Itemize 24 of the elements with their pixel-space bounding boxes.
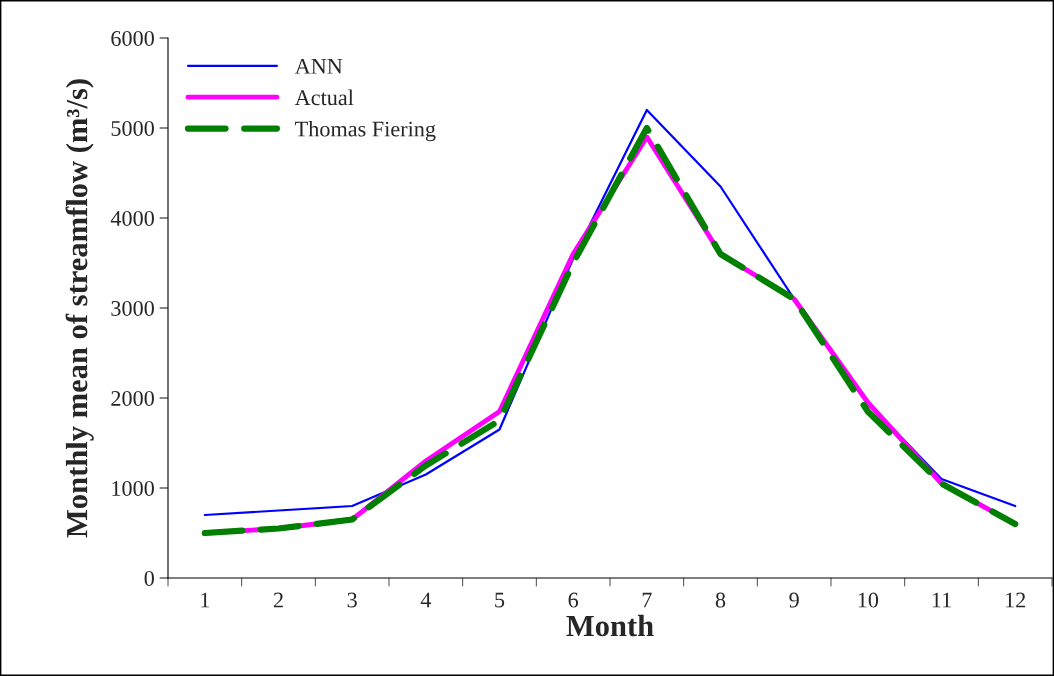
x-tick-label: 11 xyxy=(932,592,951,608)
y-tick-label: 2000 xyxy=(111,390,154,406)
x-tick-label: 1 xyxy=(201,592,210,608)
legend-label: Thomas Fiering xyxy=(295,120,436,142)
x-tick-label: 6 xyxy=(568,592,579,608)
y-tick-label: 5000 xyxy=(111,120,154,136)
y-axis-title: Monthly mean of streamflow (m³/s) xyxy=(65,79,94,538)
x-tick-label: 3 xyxy=(347,592,357,608)
legend-label: Actual xyxy=(294,89,354,106)
y-tick-label: 0 xyxy=(144,570,154,586)
legend-label: ANN xyxy=(294,58,343,74)
y-tick-label: 4000 xyxy=(110,210,154,226)
x-tick-label: 2 xyxy=(273,592,283,608)
y-tick-label: 3000 xyxy=(111,300,154,316)
x-tick-label: 7 xyxy=(642,592,652,608)
x-tick-label: 4 xyxy=(420,592,432,608)
x-tick-label: 8 xyxy=(715,592,726,608)
y-tick-label: 1000 xyxy=(112,480,154,496)
x-tick-label: 5 xyxy=(495,592,505,608)
x-tick-label: 9 xyxy=(789,592,799,608)
x-axis-title: Month xyxy=(566,614,654,637)
x-tick-label: 12 xyxy=(1006,592,1026,608)
y-tick-label: 6000 xyxy=(111,30,154,46)
x-tick-label: 10 xyxy=(858,592,879,608)
